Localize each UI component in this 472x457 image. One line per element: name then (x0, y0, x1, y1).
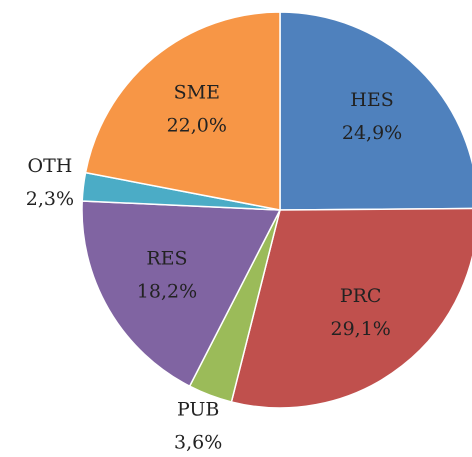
slice-value-label: 29,1% (330, 318, 390, 340)
pie-slice (84, 11, 281, 211)
slice-value-label: 2,3% (26, 188, 74, 210)
slice-category-label: PUB (177, 399, 219, 421)
slice-category-label: RES (146, 248, 187, 270)
pie-slice (81, 200, 282, 388)
pie-slice (279, 11, 472, 211)
slice-category-label: OTH (28, 155, 73, 177)
slice-value-label: 3,6% (174, 432, 222, 454)
slice-category-label: HES (350, 89, 393, 111)
slice-value-label: 18,2% (137, 281, 197, 303)
slice-value-label: 22,0% (167, 114, 227, 136)
slice-category-label: PRC (340, 285, 382, 307)
slice-value-label: 24,9% (342, 122, 402, 144)
slice-category-label: SME (174, 81, 220, 103)
pie-slice (230, 207, 472, 409)
